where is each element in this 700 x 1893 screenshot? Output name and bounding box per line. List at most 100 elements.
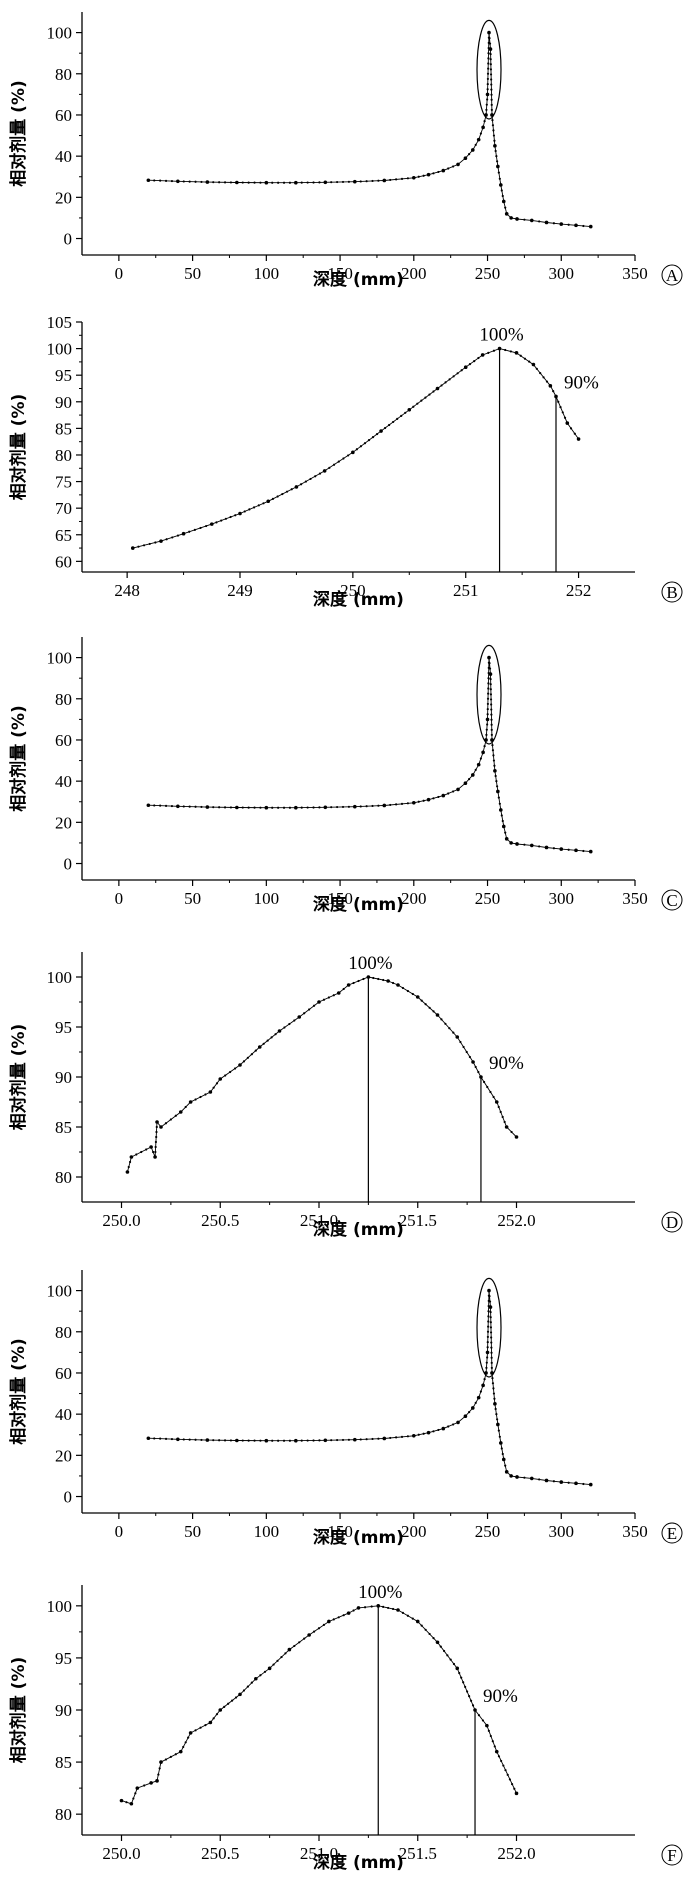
y-tick-label: 80	[55, 1323, 72, 1342]
data-point	[215, 1082, 219, 1085]
data-point	[440, 1018, 443, 1021]
data-point	[508, 1778, 512, 1781]
data-point	[332, 463, 336, 466]
data-point	[574, 1481, 578, 1486]
data-point	[500, 189, 503, 192]
data-point	[448, 1027, 451, 1030]
series-line	[148, 657, 591, 853]
data-point	[422, 799, 425, 802]
data-point	[154, 1140, 158, 1144]
data-point	[490, 703, 493, 706]
x-tick-label: 300	[549, 889, 575, 908]
data-point	[363, 442, 367, 445]
data-point	[355, 448, 358, 451]
data-point	[483, 1378, 486, 1381]
data-point	[208, 1720, 213, 1725]
data-point	[353, 1437, 357, 1442]
x-tick-label: 250.5	[201, 1844, 239, 1863]
data-point	[395, 178, 398, 181]
x-tick-label: 150	[327, 889, 353, 908]
data-point	[497, 171, 500, 174]
y-tick-label: 60	[55, 1364, 72, 1383]
peak-highlight-ellipse	[476, 1277, 502, 1378]
data-point	[441, 1426, 446, 1431]
data-point	[417, 800, 420, 803]
data-point	[341, 180, 345, 184]
data-point	[182, 805, 185, 808]
y-axis-label: 相对剂量 (%)	[8, 394, 29, 501]
data-point	[336, 805, 339, 809]
data-point	[588, 849, 593, 854]
data-point	[509, 216, 513, 220]
data-point	[491, 1740, 494, 1743]
data-point	[205, 180, 210, 184]
data-point	[588, 1482, 593, 1487]
data-point	[130, 546, 135, 550]
data-point	[135, 1786, 140, 1790]
data-point	[137, 545, 140, 548]
data-point	[515, 217, 519, 221]
data-point	[552, 847, 555, 850]
data-point	[504, 206, 507, 209]
data-point	[322, 998, 326, 1001]
data-point	[288, 1022, 291, 1026]
data-point	[164, 804, 168, 807]
data-point	[471, 1060, 475, 1064]
data-point	[468, 777, 471, 781]
data-point	[318, 181, 321, 184]
data-point	[293, 1019, 296, 1022]
data-point	[215, 521, 218, 524]
data-point	[490, 103, 493, 106]
data-point	[473, 359, 476, 363]
annotation-label: 90%	[483, 1686, 518, 1707]
data-point	[159, 1760, 163, 1764]
data-point	[486, 1340, 489, 1344]
data-point	[246, 1685, 249, 1688]
series-line	[148, 32, 591, 228]
data-point	[277, 181, 280, 184]
data-point	[363, 1606, 367, 1609]
panel-letter-circle	[661, 889, 683, 911]
data-point	[187, 1736, 190, 1739]
data-point	[384, 426, 387, 430]
x-tick-label: 100	[254, 1522, 280, 1541]
x-tick-label: 251.0	[300, 1211, 338, 1230]
data-point	[199, 526, 202, 530]
y-tick-label: 0	[64, 855, 73, 874]
data-point	[552, 222, 555, 225]
data-point	[336, 991, 341, 995]
data-point	[359, 445, 363, 448]
data-point	[444, 381, 447, 384]
data-point	[194, 1098, 197, 1101]
data-point	[322, 469, 327, 473]
data-point	[312, 806, 315, 809]
data-point	[440, 384, 443, 387]
data-point	[428, 393, 431, 396]
y-axis-label: 相对剂量 (%)	[8, 1657, 29, 1764]
data-point	[341, 1438, 345, 1442]
series-line	[126, 976, 517, 1173]
y-tick-label: 60	[55, 552, 72, 571]
data-point	[233, 1067, 237, 1070]
x-tick-label: 251.5	[399, 1211, 437, 1230]
data-point	[229, 806, 233, 809]
data-point	[342, 457, 345, 460]
y-tick-label: 100	[47, 968, 73, 987]
y-tick-label: 80	[55, 1805, 72, 1824]
data-point	[336, 180, 339, 184]
data-point	[332, 1618, 335, 1621]
data-point	[288, 806, 292, 809]
data-point	[480, 353, 485, 357]
data-point	[456, 1420, 460, 1425]
data-point	[164, 1758, 168, 1761]
data-point	[416, 402, 419, 405]
y-tick-label: 80	[55, 446, 72, 465]
x-tick-label: 251	[453, 581, 479, 600]
data-point	[285, 490, 289, 493]
data-point	[488, 667, 492, 670]
data-point	[259, 1674, 262, 1677]
data-point	[496, 160, 499, 163]
data-point	[377, 977, 380, 981]
panel-letter-text: E	[667, 1524, 677, 1543]
data-point	[215, 1713, 219, 1716]
